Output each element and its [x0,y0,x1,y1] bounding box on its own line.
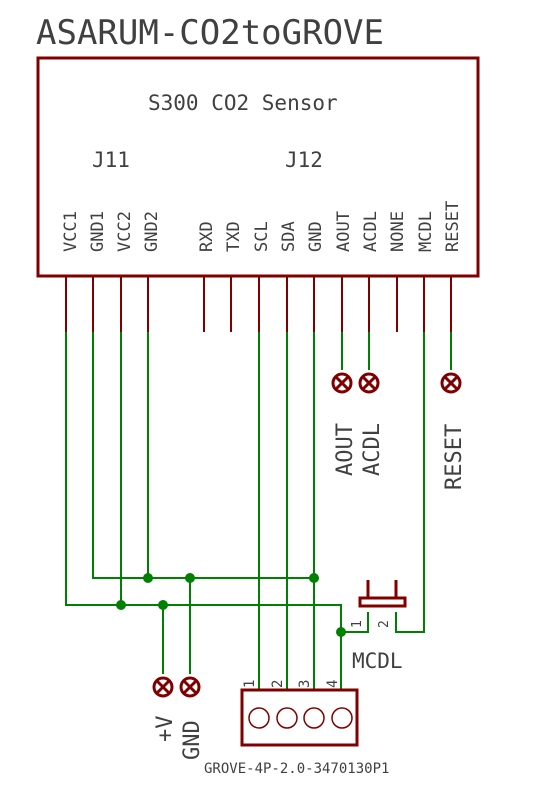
connector-name: GROVE-4P-2.0-3470130P1 [204,761,389,777]
wire-vcc1 [65,332,163,606]
grove-connector [240,688,359,747]
jumper-pin1-label: 1 [350,620,365,628]
pin-label-gnd1: GND1 [88,211,108,252]
testpoint-acdl [358,372,380,394]
wire-vplus-bus [163,604,342,690]
pin-label-vcc2: VCC2 [115,211,135,252]
header-j12-label: J12 [285,148,323,172]
pin-label-scl: SCL [252,221,272,252]
pin-label-txd: TXD [224,221,244,252]
junction-gnd [185,573,195,583]
pin-label-vcc1: VCC1 [61,211,81,252]
jumper-label: MCDL [352,649,403,673]
junctions [116,573,346,637]
pin-label-rxd: RXD [197,221,217,252]
jumper-mcdl [358,580,407,608]
junction-vplus [158,600,168,610]
testpoint-label-reset: RESET [442,424,467,490]
pin-label-sda: SDA [279,221,299,252]
connector-pin-1: 1 [242,680,258,688]
testpoint-vplus [152,676,174,698]
connector-pin-4: 4 [325,680,341,688]
jumper-pin2-label: 2 [377,620,392,628]
wire-jumper-pin1 [341,612,369,633]
junction-jumper [336,627,346,637]
testpoint-aout [331,372,353,394]
pin-label-aout: AOUT [334,211,354,252]
wires [65,332,452,690]
schematic-title: ASARUM-CO2toGROVE [36,13,384,53]
testpoint-label-aout: AOUT [333,423,358,476]
wire-mcdl [395,332,425,633]
header-j11-label: J11 [92,148,130,172]
junction-gnd-bus [309,573,319,583]
junction-gnd2 [143,573,153,583]
testpoint-reset [440,372,462,394]
wire-gnd1 [92,332,190,579]
pin-stubs [65,276,452,332]
testpoint-label-vplus: +V [153,716,178,743]
testpoint-label-acdl: ACDL [360,423,385,476]
testpoint-gnd [179,676,201,698]
sensor-pin-labels: VCC1 GND1 VCC2 GND2 RXD TXD SCL SDA GND … [61,201,463,252]
pin-label-none: NONE [388,211,408,252]
sensor-name: S300 CO2 Sensor [148,91,338,115]
pin-label-gnd: GND [306,221,326,252]
pin-label-acdl: ACDL [361,211,381,252]
connector-pin-3: 3 [297,680,313,688]
pin-label-mcdl: MCDL [416,211,436,252]
connector-pin-2: 2 [270,680,286,688]
pin-label-gnd2: GND2 [142,211,162,252]
pin-label-reset: RESET [443,201,463,252]
junction-vcc2 [116,600,126,610]
testpoint-label-gnd: GND [180,720,205,760]
